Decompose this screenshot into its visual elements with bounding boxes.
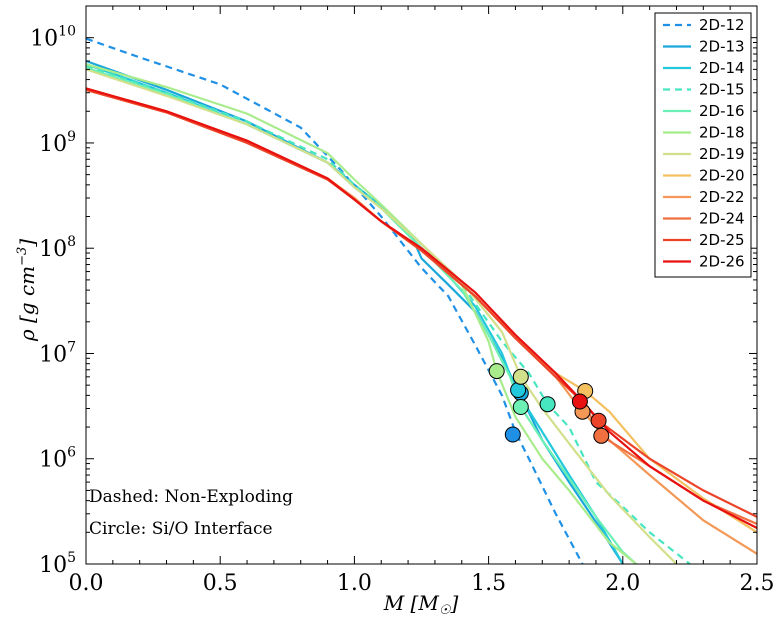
legend-label-2D-18: 2D-18: [699, 124, 745, 142]
marker-layer: [488, 363, 610, 444]
series-line-2D-12: [86, 37, 584, 564]
y-axis-label: ρ [g cm−3]: [15, 239, 39, 342]
y-tick-label: 108: [39, 234, 76, 262]
si-o-marker-2D-19: [512, 368, 529, 385]
legend-box: [654, 12, 752, 278]
legend-label-2D-16: 2D-16: [699, 102, 745, 120]
si-o-marker-2D-18: [488, 363, 505, 380]
si-o-marker-2D-12: [504, 426, 521, 443]
y-tick-label: 109: [39, 129, 76, 157]
legend-label-2D-19: 2D-19: [699, 145, 745, 163]
legend-label-2D-26: 2D-26: [699, 253, 745, 271]
x-tick-label: 1.0: [337, 571, 372, 596]
label-layer: 0.0 0.5 1.0 1.5 2.0 2.5 105 106 107 108 109 1010: [30, 24, 774, 596]
y-tick-label: 107: [39, 339, 76, 367]
legend-label-2D-24: 2D-24: [699, 210, 745, 228]
x-tick-label: 1.5: [471, 571, 506, 596]
y-tick-label: 1010: [30, 24, 76, 52]
si-o-marker-2D-26: [571, 393, 588, 410]
legend-label-2D-12: 2D-12: [699, 16, 745, 34]
si-o-marker-2D-24: [593, 427, 610, 444]
series-line-2D-26: [86, 87, 757, 529]
x-tick-label: 2.0: [605, 571, 640, 596]
legend-label-2D-14: 2D-14: [699, 59, 745, 77]
si-o-marker-2D-16: [512, 399, 529, 415]
annotation-circle: Circle: Si/O Interface: [89, 519, 273, 539]
plot-frame: [85, 5, 758, 565]
x-tick-label: 2.5: [740, 571, 775, 596]
legend-label-2D-20: 2D-20: [699, 167, 745, 185]
legend: 2D-12 2D-13 2D-14 2D-15 2D-16 2D-18 2D-19 2D-20…: [654, 12, 752, 278]
legend-label-2D-15: 2D-15: [699, 81, 745, 99]
tick-layer: [85, 5, 758, 565]
si-o-marker-2D-25: [590, 412, 607, 429]
series-line-2D-25: [86, 88, 757, 518]
x-tick-label: 0.5: [203, 571, 238, 596]
legend-label-2D-22: 2D-22: [699, 188, 745, 206]
y-tick-label: 106: [39, 445, 76, 473]
x-axis-label: M [M☉]: [383, 591, 459, 618]
legend-label-2D-25: 2D-25: [699, 231, 745, 249]
y-tick-label: 105: [39, 550, 76, 578]
x-tick-label: 0.0: [69, 571, 104, 596]
si-o-marker-2D-15: [539, 396, 556, 413]
series-layer: [86, 37, 757, 564]
annotation-dashed: Dashed: Non-Exploding: [89, 487, 293, 507]
legend-label-2D-13: 2D-13: [699, 38, 745, 56]
si-o-marker-2D-14: [510, 382, 527, 398]
